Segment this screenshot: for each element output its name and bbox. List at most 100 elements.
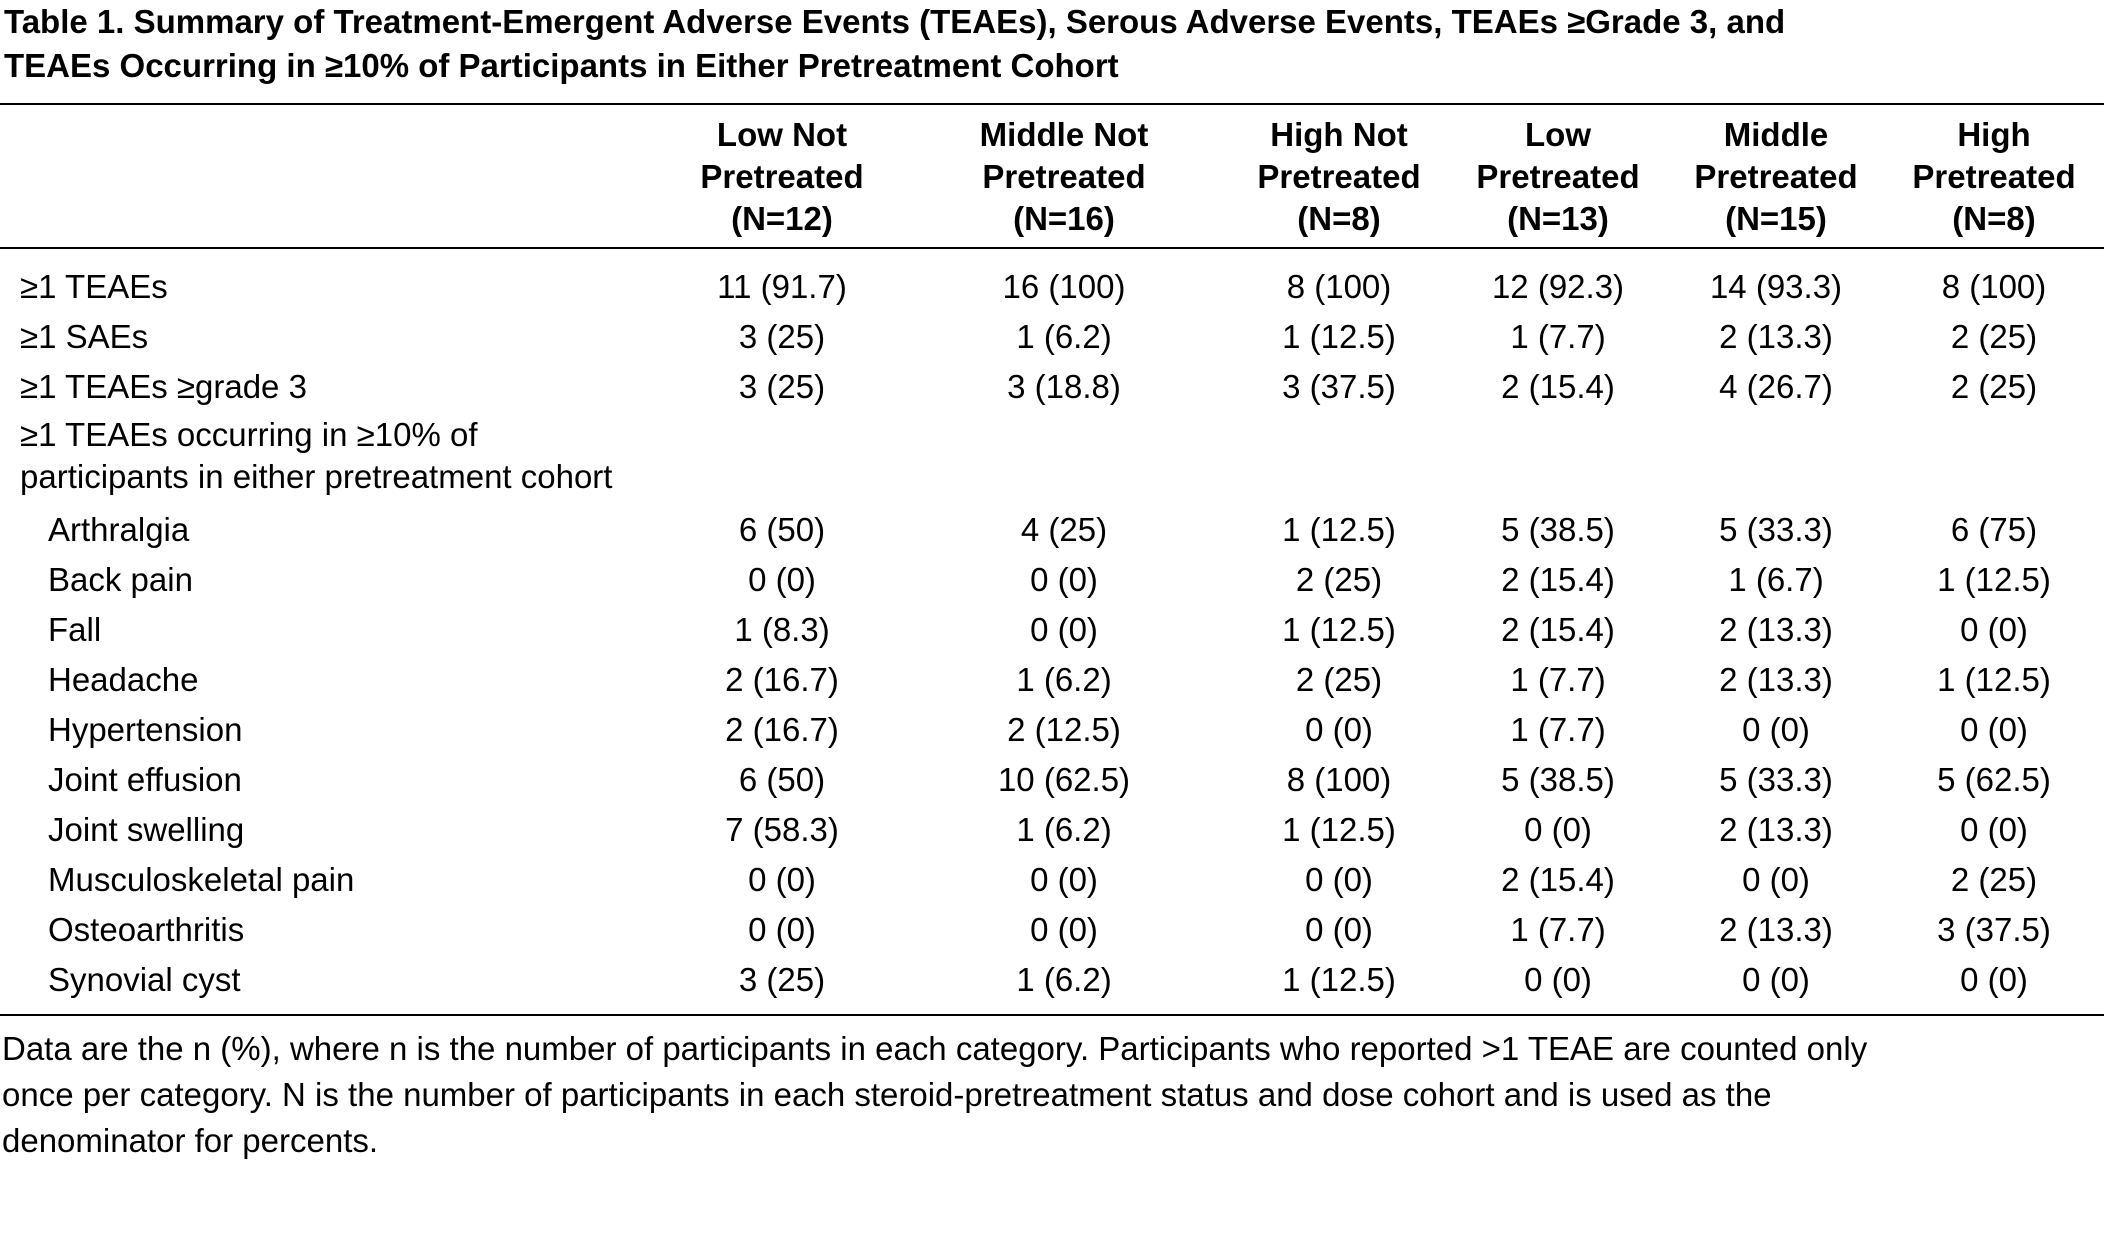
- table-cell: 0 (0): [1960, 711, 2028, 748]
- table-row: Headache 2 (16.7) 1 (6.2) 2 (25) 1 (7.7)…: [0, 655, 2104, 705]
- table-cell: 2 (12.5): [1007, 711, 1121, 748]
- header-line: ≥1 TEAEs occurring in ≥10% of: [20, 416, 478, 453]
- header-line: (N=15): [1725, 200, 1827, 237]
- table-cell: 1 (7.7): [1510, 661, 1606, 698]
- header-line: Pretreated: [1694, 158, 1858, 195]
- table-cell: 2 (13.3): [1719, 811, 1833, 848]
- footnote-line: denominator for percents.: [2, 1122, 379, 1159]
- table-cell: 2 (25): [1295, 561, 1383, 598]
- table-caption: Table 1. Summary of Treatment-Emergent A…: [4, 0, 2094, 88]
- row-label: ≥1 TEAEs ≥grade 3: [20, 368, 307, 405]
- table-cell: 2 (25): [1295, 661, 1383, 698]
- table-cell: 1 (6.7): [1728, 561, 1824, 598]
- table-row: Joint swelling 7 (58.3) 1 (6.2) 1 (12.5)…: [0, 805, 2104, 855]
- table-cell: 1 (12.5): [1282, 611, 1396, 648]
- table-cell: 0 (0): [1960, 811, 2028, 848]
- table-cell: 2 (13.3): [1719, 318, 1833, 355]
- header-line: (N=16): [1013, 200, 1115, 237]
- table-cell: 1 (12.5): [1282, 511, 1396, 548]
- header-line: participants in either pretreatment coho…: [20, 458, 613, 495]
- table-cell: 1 (8.3): [734, 611, 830, 648]
- table-cell: 2 (15.4): [1501, 368, 1615, 405]
- header-line: (N=13): [1507, 200, 1609, 237]
- column-header: Middle Not Pretreated (N=16): [954, 114, 1174, 240]
- table-cell: 3 (18.8): [1007, 368, 1121, 405]
- table-row: Synovial cyst 3 (25) 1 (6.2) 1 (12.5) 0 …: [0, 955, 2104, 1005]
- table-cell: 2 (13.3): [1719, 611, 1833, 648]
- column-header: High Not Pretreated (N=8): [1229, 114, 1449, 240]
- table-cell: 6 (75): [1950, 511, 2038, 548]
- header-line: Low: [1525, 116, 1591, 153]
- table-cell: 0 (0): [1305, 861, 1373, 898]
- top-rule: [0, 103, 2104, 105]
- table-cell: 3 (25): [738, 961, 826, 998]
- table-cell: 6 (50): [738, 761, 826, 798]
- header-line: High Not: [1270, 116, 1408, 153]
- row-label: Headache: [48, 661, 199, 698]
- caption-line: Table 1. Summary of Treatment-Emergent A…: [4, 3, 1786, 40]
- row-label: Synovial cyst: [48, 961, 241, 998]
- table-cell: 2 (13.3): [1719, 661, 1833, 698]
- table-cell: 1 (12.5): [1282, 318, 1396, 355]
- table-cell: 5 (38.5): [1501, 761, 1615, 798]
- header-line: Pretreated: [1912, 158, 2076, 195]
- table-cell: 1 (6.2): [1016, 811, 1112, 848]
- table-row: Musculoskeletal pain 0 (0) 0 (0) 0 (0) 2…: [0, 855, 2104, 905]
- table-cell: 8 (100): [1286, 268, 1392, 305]
- table-cell: 5 (33.3): [1719, 511, 1833, 548]
- table-row: Joint effusion 6 (50) 10 (62.5) 8 (100) …: [0, 755, 2104, 805]
- header-line: Pretreated: [1476, 158, 1640, 195]
- header-rule: [0, 247, 2104, 249]
- table-cell: 0 (0): [1742, 711, 1810, 748]
- table-cell: 0 (0): [1742, 861, 1810, 898]
- table-cell: 5 (62.5): [1937, 761, 2051, 798]
- table-cell: 0 (0): [1960, 961, 2028, 998]
- table-cell: 1 (6.2): [1016, 661, 1112, 698]
- caption-line: TEAEs Occurring in ≥10% of Participants …: [4, 47, 1119, 84]
- table-cell: 1 (6.2): [1016, 961, 1112, 998]
- row-label: Osteoarthritis: [48, 911, 245, 948]
- column-header: High Pretreated (N=8): [1884, 114, 2104, 240]
- table-cell: 0 (0): [1305, 911, 1373, 948]
- table-cell: 1 (12.5): [1282, 811, 1396, 848]
- table-cell: 1 (7.7): [1510, 711, 1606, 748]
- header-line: Low Not: [716, 116, 848, 153]
- table-cell: 0 (0): [748, 911, 816, 948]
- row-label: ≥1 TEAEs: [20, 268, 168, 305]
- table-cell: 6 (50): [738, 511, 826, 548]
- row-label: Fall: [48, 611, 102, 648]
- row-label: Hypertension: [48, 711, 243, 748]
- table-cell: 1 (12.5): [1282, 961, 1396, 998]
- table-cell: 1 (6.2): [1016, 318, 1112, 355]
- header-line: (N=12): [731, 200, 833, 237]
- table-row: ≥1 TEAEs ≥grade 3 3 (25) 3 (18.8) 3 (37.…: [0, 362, 2104, 412]
- table-cell: 3 (25): [738, 368, 826, 405]
- header-line: (N=8): [1297, 200, 1381, 237]
- table-row: Hypertension 2 (16.7) 2 (12.5) 0 (0) 1 (…: [0, 705, 2104, 755]
- row-label: Joint effusion: [48, 761, 242, 798]
- table-cell: 3 (37.5): [1282, 368, 1396, 405]
- footnote-line: Data are the n (%), where n is the numbe…: [2, 1030, 1868, 1067]
- row-label: Musculoskeletal pain: [48, 861, 355, 898]
- table-cell: 2 (15.4): [1501, 611, 1615, 648]
- row-label: Arthralgia: [48, 511, 190, 548]
- table-cell: 10 (62.5): [997, 761, 1131, 798]
- table-cell: 1 (7.7): [1510, 318, 1606, 355]
- header-line: Middle Not: [979, 116, 1149, 153]
- table-cell: 2 (25): [1950, 861, 2038, 898]
- table-cell: 0 (0): [1305, 711, 1373, 748]
- table-cell: 8 (100): [1286, 761, 1392, 798]
- table-cell: 12 (92.3): [1491, 268, 1625, 305]
- header-line: Pretreated: [700, 158, 864, 195]
- table-cell: 8 (100): [1941, 268, 2047, 305]
- table-cell: 1 (12.5): [1937, 661, 2051, 698]
- table-cell: 2 (15.4): [1501, 561, 1615, 598]
- table-cell: 5 (38.5): [1501, 511, 1615, 548]
- row-label: Back pain: [48, 561, 193, 598]
- footnote-line: once per category. N is the number of pa…: [2, 1076, 1772, 1113]
- table-cell: 2 (13.3): [1719, 911, 1833, 948]
- header-line: Middle: [1723, 116, 1829, 153]
- table-row: Back pain 0 (0) 0 (0) 2 (25) 2 (15.4) 1 …: [0, 555, 2104, 605]
- row-label: Joint swelling: [48, 811, 245, 848]
